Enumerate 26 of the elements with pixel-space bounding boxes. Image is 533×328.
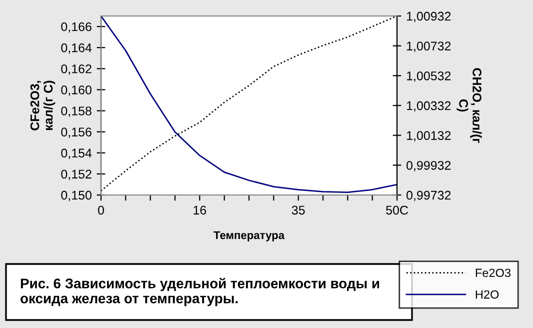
y2-axis-title: CH2O, кал/(г С): [456, 68, 482, 143]
y-tick-label: 0,156: [61, 128, 92, 138]
x-axis-title: Температура: [214, 231, 285, 242]
y-tick-label: 0,154: [61, 148, 92, 160]
y-tick-label: 0,164: [61, 43, 92, 54]
y-axis-title: CFe2O3, кал/(г С): [30, 80, 56, 130]
x-tick-label: 16: [194, 206, 206, 215]
y2-tick-label: 1,00332: [406, 101, 451, 112]
text: Fe2O3: [476, 268, 510, 278]
y2-tick-label: 0,99732: [406, 190, 451, 202]
y-tick-label: 0,150: [61, 190, 92, 202]
y-tick-label: 0,152: [61, 170, 92, 180]
y2-tick-label: 1,00132: [406, 131, 451, 142]
y2-tick-label: 1,00932: [406, 12, 451, 22]
text: Рис. 6 Зависимость удельной теплоемкости воды и оксида железа от температуры.: [20, 278, 380, 306]
x-tick-label: 50C: [386, 206, 408, 215]
y-tick-label: 0,162: [61, 64, 92, 75]
x-tick-label: 0: [98, 206, 104, 215]
text: H2O: [476, 290, 499, 299]
y-tick-label: 0,166: [61, 22, 92, 33]
y-tick-label: 0,160: [61, 86, 92, 96]
y2-tick-label: 0,99932: [406, 160, 451, 172]
y2-tick-label: 1,00532: [406, 71, 451, 82]
y-tick-label: 0,158: [61, 106, 92, 117]
y2-tick-label: 1,00732: [406, 42, 451, 52]
x-tick-label: 35: [292, 206, 305, 215]
